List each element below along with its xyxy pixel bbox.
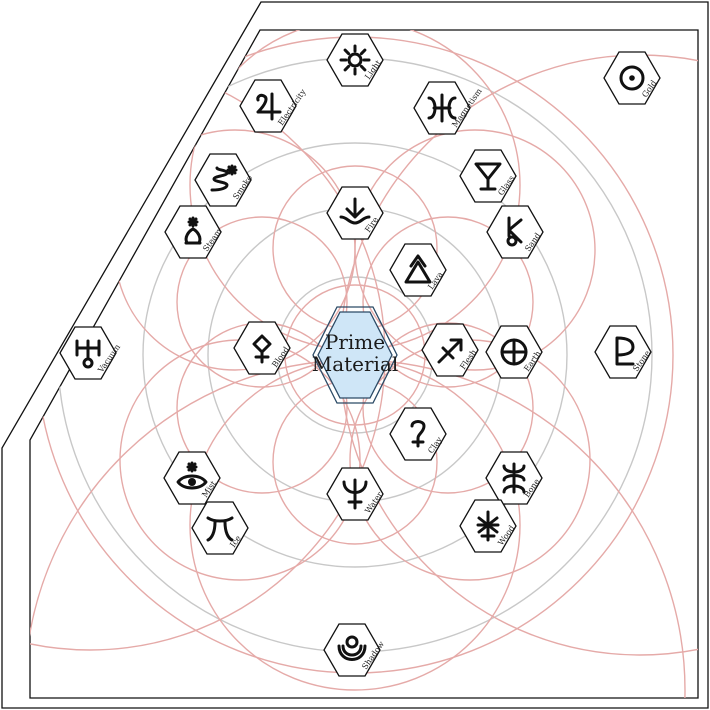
hex-tile <box>233 321 291 375</box>
pink-ring <box>362 322 534 494</box>
hex-tile <box>459 149 517 203</box>
prime-material-node[interactable]: Prime Material <box>312 306 399 404</box>
prime-label-line1: Prime <box>325 330 385 354</box>
hex-tile <box>486 205 544 259</box>
hex-tile <box>389 407 447 461</box>
hex-tile <box>594 325 652 379</box>
element-node-stone[interactable]: Stone <box>594 325 652 379</box>
element-node-lava[interactable]: Lava <box>389 243 447 297</box>
hex-tile <box>194 153 252 207</box>
circled-dot-icon <box>619 65 645 91</box>
goblet-icon <box>474 162 502 191</box>
uranus-icon <box>75 339 101 369</box>
gray-ring <box>142 142 568 568</box>
ceres-icon <box>410 420 426 448</box>
eye-icon <box>176 461 208 490</box>
sun-icon <box>339 44 371 76</box>
element-node-light[interactable]: Light <box>326 33 384 87</box>
shadow-icon <box>337 635 367 661</box>
pink-ring <box>362 216 534 388</box>
element-node-blood[interactable]: Blood <box>233 321 291 375</box>
inner-frame <box>29 29 699 699</box>
neptune-icon <box>342 478 368 510</box>
hex-tile <box>239 79 297 133</box>
element-node-wood[interactable]: Wood <box>459 499 517 553</box>
hex-tile <box>191 501 249 555</box>
element-node-clay[interactable]: Clay <box>389 407 447 461</box>
bone-icon <box>502 462 526 494</box>
prime-hex-inner <box>317 311 393 399</box>
fire-icon <box>339 197 371 225</box>
circled-cross-icon <box>500 338 528 366</box>
stone-icon <box>615 336 635 366</box>
hex-tile <box>164 205 222 259</box>
steam-icon <box>184 216 202 245</box>
wood-icon <box>476 510 500 542</box>
prime-label-line2: Material <box>312 352 399 376</box>
hex-tile <box>326 33 384 87</box>
arrow-icon <box>437 338 463 364</box>
jupiter-icon <box>256 92 282 121</box>
magnetism-icon <box>427 93 457 123</box>
pink-ring <box>176 216 348 388</box>
prime-hex-outer <box>312 306 398 404</box>
venus-icon <box>252 334 272 364</box>
lava-icon <box>404 254 432 284</box>
element-node-ice[interactable]: Ice <box>191 501 249 555</box>
hex-tile <box>323 623 381 677</box>
smoke-icon <box>210 164 238 192</box>
sand-icon <box>506 216 523 247</box>
hex-tile <box>389 243 447 297</box>
ice-icon <box>206 516 234 542</box>
element-node-glass[interactable]: Glass <box>459 149 517 203</box>
element-node-gold[interactable]: Gold <box>603 51 661 105</box>
element-node-flesh[interactable]: Flesh <box>421 323 479 377</box>
